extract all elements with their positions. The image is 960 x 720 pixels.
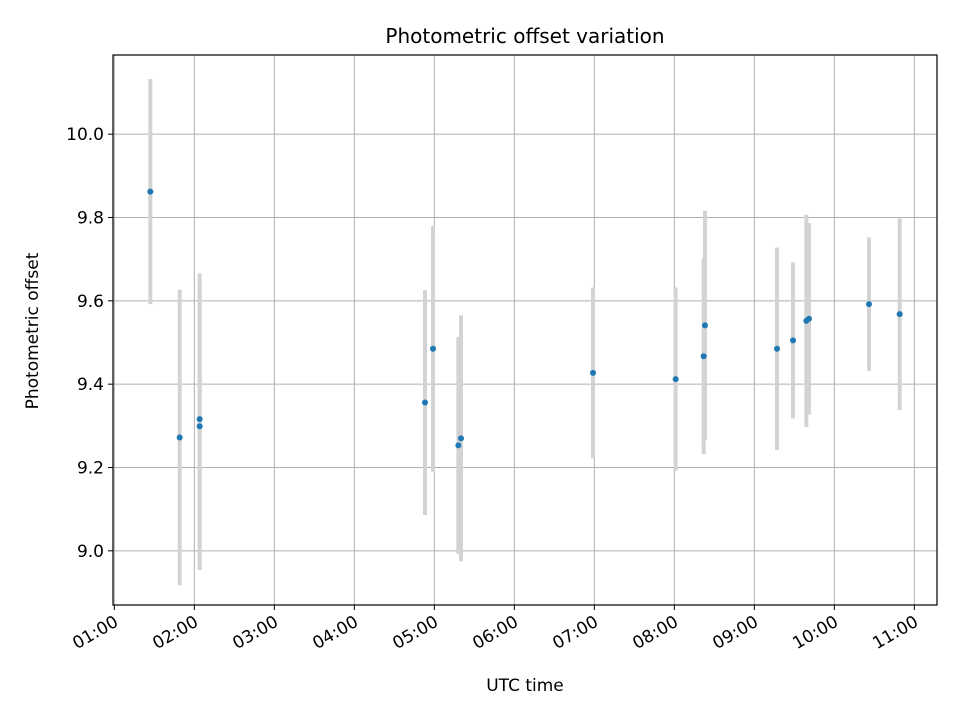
- x-axis-title: UTC time: [486, 676, 564, 696]
- data-point: [790, 337, 796, 344]
- data-point: [702, 322, 708, 329]
- data-point: [458, 435, 464, 442]
- data-point: [866, 301, 872, 308]
- data-point: [700, 353, 707, 360]
- chart-title: Photometric offset variation: [385, 24, 664, 48]
- data-point: [196, 416, 203, 423]
- data-points: [147, 188, 903, 449]
- y-tick-label: 9.4: [77, 375, 104, 395]
- plot-frame: [112, 54, 938, 606]
- data-point: [455, 442, 462, 449]
- data-point: [176, 434, 183, 441]
- y-tick-label: 9.8: [77, 209, 104, 229]
- data-point: [422, 399, 428, 406]
- data-point: [590, 369, 596, 376]
- y-tick-label: 10.0: [66, 125, 104, 145]
- data-point: [196, 423, 203, 430]
- data-point: [147, 188, 154, 195]
- data-point: [774, 345, 780, 352]
- data-point: [896, 311, 903, 318]
- y-tick-label: 9.6: [77, 292, 104, 312]
- y-axis-title: Photometric offset: [23, 252, 43, 409]
- data-point: [430, 345, 436, 352]
- grid: [113, 55, 937, 605]
- data-point: [806, 315, 812, 322]
- data-point: [672, 376, 679, 383]
- y-tick-label: 9.0: [77, 542, 104, 562]
- y-tick-label: 9.2: [77, 459, 104, 479]
